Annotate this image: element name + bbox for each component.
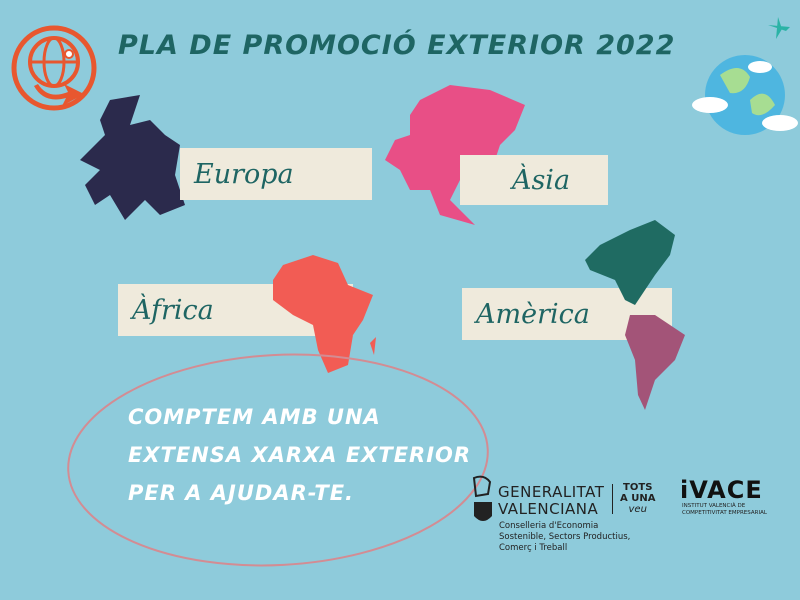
conselleria-line: Conselleria d'Economia [499, 521, 599, 531]
europe-label-text: Europa [194, 158, 294, 190]
label-asia: Àsia [460, 155, 608, 205]
asia-label-text: Àsia [511, 164, 571, 196]
message-text: COMPTEM AMB UNA EXTENSA XARXA EXTERIOR P… [128, 405, 472, 505]
america-map-icon [585, 220, 685, 410]
tots-text: TOTS [623, 482, 653, 493]
gva-name: GENERALITAT VALENCIANA [498, 484, 604, 518]
gva-line2: VALENCIANA [498, 500, 599, 518]
africa-label-text: Àfrica [132, 294, 214, 326]
gva-line1: GENERALITAT [498, 483, 605, 501]
tots-a-una-veu: TOTS A UNA veu [620, 482, 655, 515]
auna-text: A UNA [620, 493, 656, 504]
america-label-text: Amèrica [476, 298, 590, 330]
veu-text: veu [628, 504, 647, 515]
logo-divider [612, 484, 613, 514]
gva-bat-coat-icon [472, 475, 492, 521]
conselleria-text: Conselleria d'Economia Sostenible, Secto… [499, 521, 630, 554]
ivace-sub-line: INSTITUT VALENCIÀ DE [682, 503, 746, 509]
globe-arrow-logo-icon [11, 25, 97, 111]
ivace-sub-line: COMPETITIVITAT EMPRESARIAL [682, 510, 767, 516]
globe-plane-illustration-icon [692, 17, 798, 135]
asia-map-icon [385, 85, 525, 225]
europe-map-icon [80, 95, 185, 220]
label-europe: Europa [180, 148, 372, 200]
page-title: PLA DE PROMOCIÓ EXTERIOR 2022 [118, 30, 676, 61]
ivace-logo: iVACE [680, 476, 763, 504]
conselleria-line: Sostenible, Sectors Productius, [499, 532, 631, 542]
ivace-subtitle: INSTITUT VALENCIÀ DE COMPETITIVITAT EMPR… [682, 503, 767, 517]
ellipse-outline-decoration [67, 353, 489, 567]
africa-map-icon [273, 255, 376, 373]
conselleria-line: Comerç i Treball [499, 543, 568, 553]
